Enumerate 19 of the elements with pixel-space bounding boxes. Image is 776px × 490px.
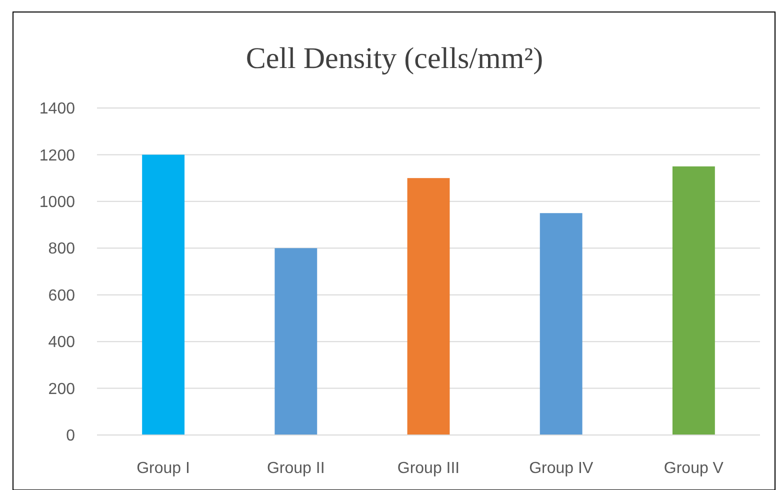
y-tick-label: 800 (48, 240, 76, 258)
x-tick-label: Group IV (529, 460, 594, 477)
y-tick-label: 0 (66, 428, 76, 445)
bar (540, 213, 582, 435)
y-tick-label: 1000 (39, 194, 76, 212)
chart-title: Cell Density (cells/mm²) (246, 42, 544, 75)
bar (274, 248, 318, 435)
x-tick-label: Group III (397, 460, 460, 477)
y-tick-label: 1400 (39, 100, 76, 118)
y-tick-label: 1200 (39, 147, 76, 164)
bar (672, 166, 715, 435)
x-tick-label: Group I (136, 460, 190, 477)
y-tick-label: 400 (48, 334, 76, 352)
y-tick-label: 200 (48, 380, 76, 398)
x-tick-label: Group V (664, 460, 724, 477)
y-tick-label: 600 (48, 287, 76, 304)
x-tick-label: Group II (266, 460, 325, 477)
bar (142, 154, 185, 435)
bar (407, 178, 450, 435)
